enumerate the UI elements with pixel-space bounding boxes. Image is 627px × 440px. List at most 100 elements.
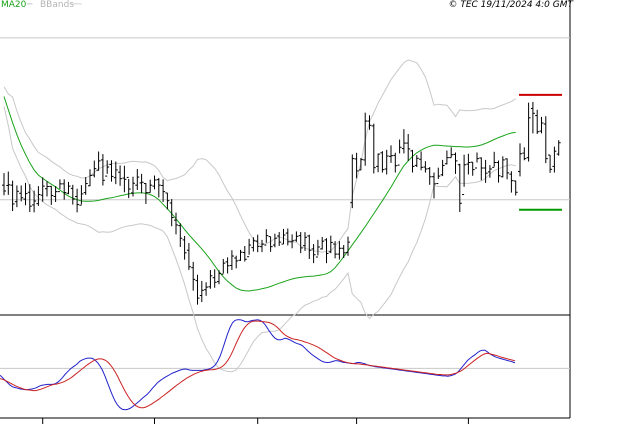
ohlc-bar: [298, 232, 303, 254]
ohlc-bar: [457, 163, 462, 213]
ohlc-bar: [475, 152, 479, 169]
ohlc-bar: [470, 161, 475, 176]
ohlc-bar: [135, 168, 140, 191]
ohlc-bar: [290, 234, 295, 249]
ohlc-bar: [199, 280, 204, 302]
ohlc-bar: [324, 238, 329, 264]
ohlc-bar: [333, 241, 338, 259]
ohlc-bar: [109, 160, 114, 182]
ohlc-bar: [62, 179, 67, 200]
price-levels: [519, 93, 562, 211]
ohlc-bar: [152, 175, 157, 190]
ohlc-bar: [6, 171, 11, 195]
ohlc-bar: [264, 229, 269, 246]
ohlc-bar: [45, 181, 49, 197]
grid-lines: [0, 37, 570, 369]
ohlc-bar: [294, 231, 299, 242]
ohlc-bar: [126, 176, 131, 199]
ohlc-bar: [242, 246, 247, 262]
ohlc-bar: [483, 159, 488, 183]
ohlc-bar: [427, 167, 432, 185]
ohlc-bar: [350, 154, 355, 209]
ohlc-bar: [14, 185, 19, 208]
ohlc-bar: [96, 151, 101, 171]
ohlc-bar: [131, 176, 135, 197]
bband-upper: [3, 59, 516, 253]
ohlc-bar: [367, 115, 372, 130]
ohlc-bar: [285, 228, 290, 246]
ohlc-bar: [53, 186, 58, 202]
ohlc-bar: [88, 169, 92, 187]
ohlc-bar: [414, 155, 419, 168]
ohlc-bar: [23, 182, 28, 206]
ohlc-bar: [105, 160, 110, 177]
ohlc-bar: [487, 165, 492, 178]
ohlc-bar: [169, 199, 174, 227]
timestamp-label: © TEC 19/11/2024 4:0 GMT: [448, 0, 573, 10]
ohlc-bar: [466, 153, 471, 175]
ohlc-bar: [526, 102, 531, 162]
ohlc-bar: [195, 274, 200, 305]
ohlc-bar: [354, 152, 359, 179]
ohlc-bar: [19, 185, 24, 202]
bollinger-bands: [3, 59, 516, 373]
ohlc-bar: [100, 154, 105, 186]
ohlc-bar: [363, 112, 368, 166]
ohlc-bar: [479, 157, 484, 181]
axis-labels: [42, 418, 469, 424]
ohlc-bar: [444, 150, 449, 165]
ohlc-bar: [277, 232, 282, 247]
ohlc-bar: [453, 152, 458, 174]
signal-line: [0, 320, 516, 409]
macd-lines: [0, 319, 516, 411]
bband-lower: [3, 106, 516, 373]
ohlc-bar: [281, 228, 286, 245]
legend-bbands: BBands: [40, 0, 74, 10]
ohlc-bar: [113, 161, 118, 185]
chart-frame: [0, 0, 571, 419]
ohlc-bar: [401, 129, 406, 154]
ohlc-bar: [148, 179, 153, 194]
ohlc-bar: [238, 249, 243, 261]
ohlc-bar: [49, 185, 54, 205]
ohlc-bar: [208, 269, 213, 289]
ohlc-bar: [217, 270, 221, 285]
ohlc-bar: [496, 160, 501, 183]
ohlc-bar: [556, 140, 561, 156]
ohlc-bar: [161, 179, 166, 202]
price-bars: [2, 101, 561, 305]
ohlc-bar: [255, 234, 260, 253]
legend-ma20: MA20: [1, 0, 27, 10]
ohlc-bar: [440, 159, 445, 177]
ohlc-bar: [535, 109, 540, 135]
ohlc-bar: [27, 184, 32, 213]
ohlc-bar: [70, 184, 75, 205]
ohlc-bar: [191, 261, 196, 291]
ohlc-bar: [552, 146, 557, 173]
ohlc-bar: [376, 153, 381, 173]
ohlc-bar: [260, 239, 264, 253]
ohlc-bar: [247, 238, 252, 258]
ohlc-bar: [315, 239, 320, 258]
ohlc-bar: [165, 192, 170, 210]
ohlc-bar: [397, 139, 402, 166]
ma20-series: [3, 96, 516, 292]
ohlc-bar: [341, 245, 346, 258]
ohlc-bar: [174, 212, 178, 235]
ohlc-bar: [66, 181, 71, 195]
ohlc-bar: [182, 235, 187, 260]
ohlc-bar: [229, 250, 234, 270]
ohlc-bar: [122, 165, 127, 193]
ohlc-bar: [272, 233, 277, 248]
ohlc-bar: [492, 151, 497, 168]
ohlc-bar: [118, 165, 123, 186]
ohlc-bar: [432, 172, 436, 199]
ohlc-bar: [380, 151, 385, 173]
ohlc-bar: [423, 161, 428, 173]
ohlc-bar: [500, 156, 505, 178]
ohlc-bar: [530, 101, 535, 134]
ohlc-bar: [40, 177, 45, 202]
ohlc-bar: [32, 190, 37, 213]
ohlc-bar: [389, 145, 393, 163]
